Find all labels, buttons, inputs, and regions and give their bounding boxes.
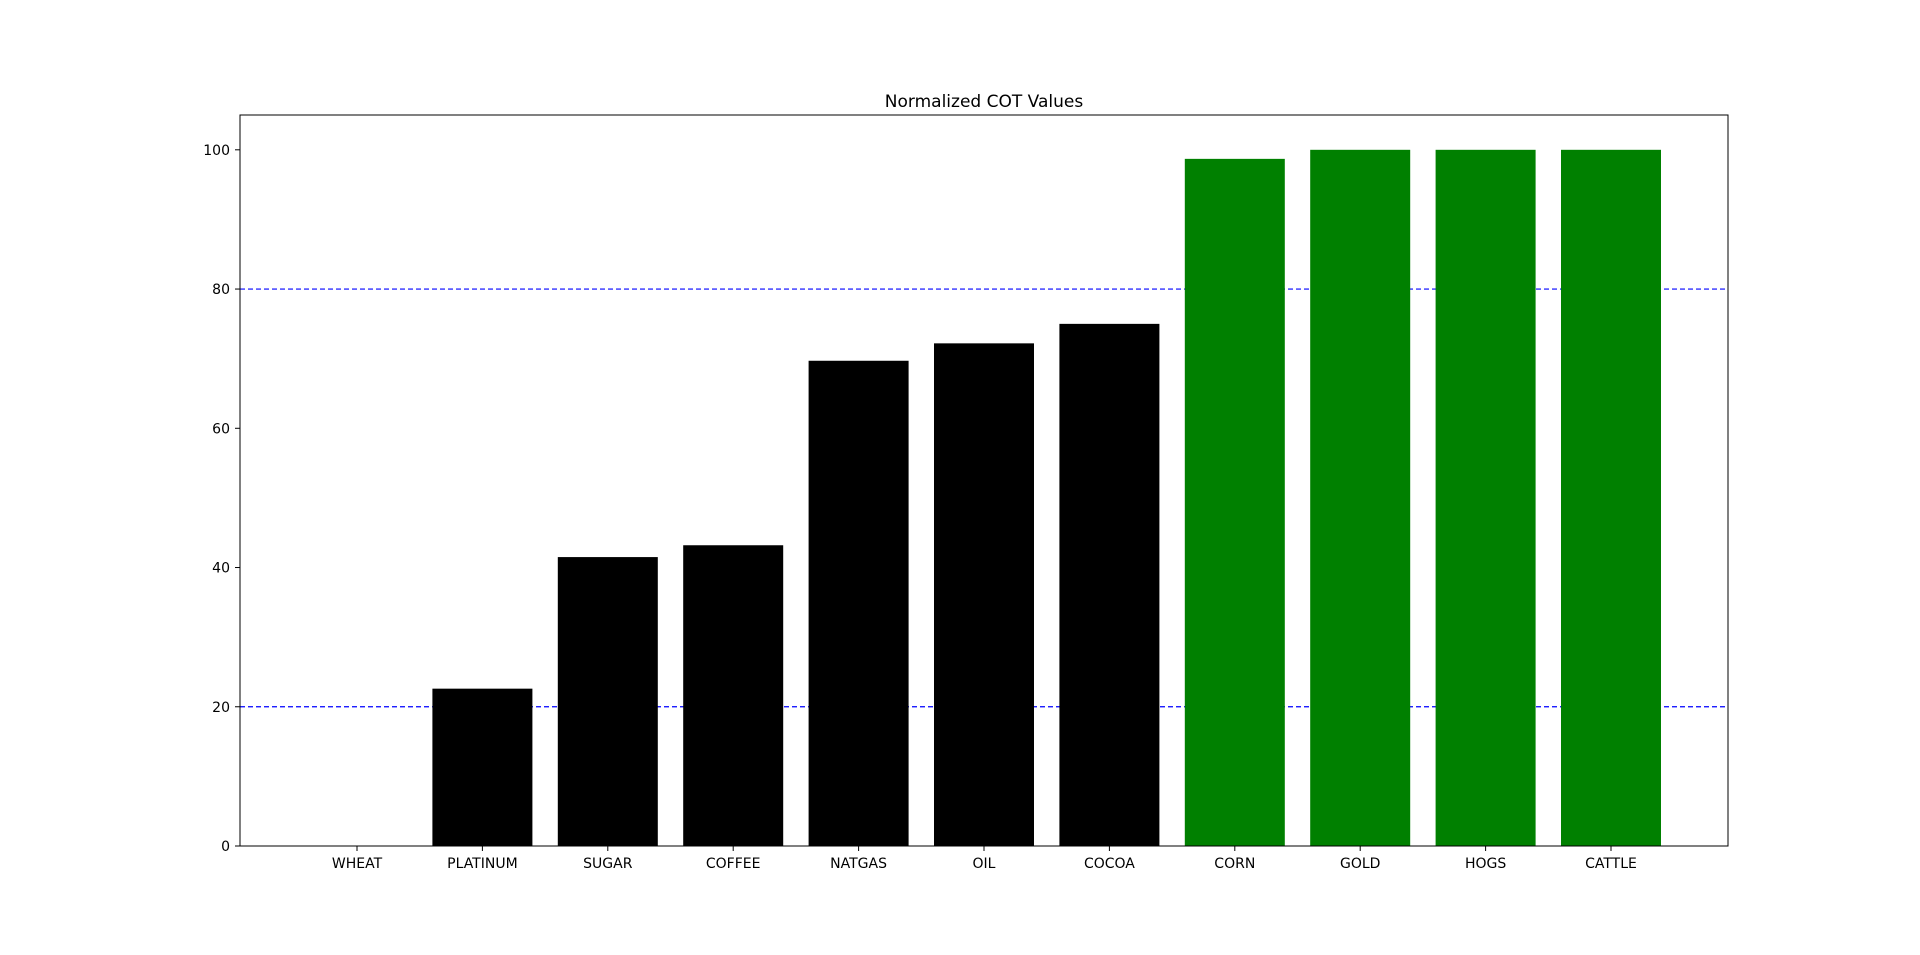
x-tick-label: WHEAT [332,856,383,872]
y-tick-label: 20 [212,700,230,716]
x-tick-label: COFFEE [706,856,761,872]
x-tick-label: CORN [1214,856,1255,872]
x-tick-label: GOLD [1340,856,1380,872]
bar-natgas [808,360,909,846]
bar-coffee [683,545,784,846]
bar-platinum [432,688,533,846]
x-tick-label: CATTLE [1585,856,1637,872]
bar-sugar [557,557,658,846]
x-tick-label: SUGAR [583,856,633,872]
bars [432,149,1661,847]
x-tick-label: COCOA [1084,856,1135,872]
plot-frame [239,114,1729,847]
bar-cattle [1561,149,1661,846]
y-tick-label: 0 [221,839,230,855]
bar-corn [1184,158,1285,847]
x-tick-label: HOGS [1465,856,1506,872]
y-axis: 0 20 40 60 80 100 [203,143,240,855]
x-tick-label: OIL [973,856,996,872]
y-tick-label: 80 [212,282,230,298]
x-tick-label: PLATINUM [447,856,518,872]
y-tick-label: 100 [203,143,230,159]
y-tick-label: 60 [212,421,230,437]
x-tick-label: NATGAS [830,856,887,872]
chart-title: Normalized COT Values [885,92,1084,112]
bar-gold [1310,149,1411,846]
bar-cocoa [1059,323,1160,846]
x-axis: WHEAT PLATINUM SUGAR COFFEE NATGAS OIL COCOA CO… [332,846,1637,872]
bar-hogs [1435,149,1536,846]
y-tick-label: 40 [212,561,230,577]
bar-oil [934,343,1034,846]
